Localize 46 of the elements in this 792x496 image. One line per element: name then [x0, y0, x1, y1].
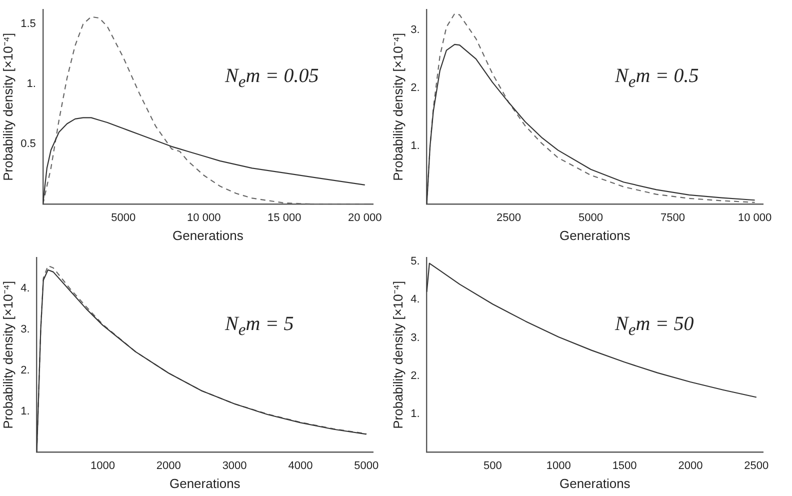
y-tick-label: 3. — [410, 332, 420, 344]
y-tick-label: 2. — [410, 370, 420, 382]
x-axis-title: Generations — [172, 228, 244, 243]
y-tick-label: 0.5 — [20, 138, 36, 150]
annotation: N$_{e}$m = 5 — [225, 313, 294, 340]
x-tick-label: 2500 — [744, 460, 769, 472]
y-axis-title: Probability density [×10⁻⁴] — [390, 280, 406, 429]
y-tick-label: 4. — [410, 294, 420, 306]
x-tick-label: 5000 — [111, 212, 136, 224]
y-tick-label: 5. — [410, 255, 420, 268]
x-tick-label: 2500 — [496, 212, 522, 224]
x-tick-label: 7500 — [660, 212, 686, 224]
y-axis-title: Probability density [×10⁻⁴] — [0, 280, 16, 429]
x-tick-label: 1500 — [612, 460, 637, 472]
y-tick-label: 2. — [410, 82, 420, 94]
x-tick-label: 20 000 — [348, 212, 382, 224]
x-tick-label: 2000 — [678, 460, 703, 472]
y-tick-label: 3. — [20, 323, 30, 336]
x-tick-label: 3000 — [222, 460, 247, 472]
y-tick-label: 1. — [20, 405, 30, 418]
y-tick-label: 1. — [410, 408, 420, 420]
x-tick-label: 10 000 — [738, 212, 772, 224]
x-tick-label: 500 — [484, 460, 502, 472]
line-series — [42, 16, 366, 204]
annotation: N$_{e}$m = 0.5 — [615, 65, 699, 92]
y-tick-label: 1. — [410, 140, 420, 152]
annotation: N$_{e}$m = 0.05 — [225, 65, 319, 92]
y-tick-label: 4. — [20, 282, 30, 294]
y-tick-label: 1.5 — [20, 18, 36, 30]
x-tick-label: 10 000 — [187, 212, 221, 224]
x-tick-label: 4000 — [288, 460, 313, 472]
x-tick-label: 1000 — [90, 460, 115, 472]
x-tick-label: 2000 — [156, 460, 181, 472]
y-tick-label: 2. — [20, 364, 30, 376]
x-axis-title: Generations — [559, 228, 631, 243]
x-tick-label: 5000 — [354, 460, 379, 472]
y-axis-title: Probability density [×10⁻⁴] — [0, 32, 16, 181]
x-axis-title: Generations — [559, 476, 631, 491]
annotation: N$_{e}$m = 50 — [615, 313, 694, 340]
x-axis-title: Generations — [169, 476, 241, 491]
y-tick-label: 1. — [26, 78, 36, 90]
y-tick-label: 3. — [410, 24, 420, 36]
x-tick-label: 1000 — [546, 460, 571, 472]
y-axis-title: Probability density [×10⁻⁴] — [390, 32, 406, 181]
x-tick-label: 15 000 — [268, 212, 302, 224]
x-tick-label: 5000 — [578, 212, 604, 224]
